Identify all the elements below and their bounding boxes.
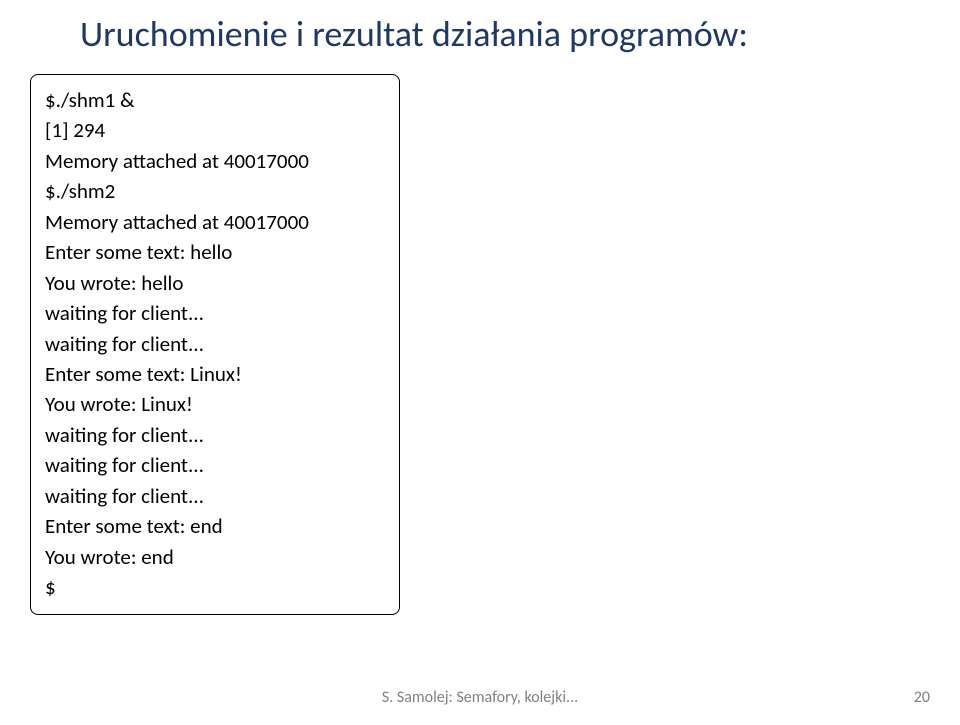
terminal-line: Memory attached at 40017000 (45, 207, 385, 237)
terminal-line: waiting for client... (45, 298, 385, 328)
terminal-line: Enter some text: end (45, 511, 385, 541)
terminal-line: Enter some text: Linux! (45, 359, 385, 389)
slide: Uruchomienie i rezultat działania progra… (0, 0, 960, 725)
terminal-line: $./shm2 (45, 176, 385, 206)
terminal-line: You wrote: hello (45, 268, 385, 298)
footer-text: S. Samolej: Semafory, kolejki... (0, 688, 960, 707)
terminal-line: Enter some text: hello (45, 237, 385, 267)
terminal-line: You wrote: end (45, 542, 385, 572)
terminal-line: [1] 294 (45, 115, 385, 145)
terminal-line: waiting for client... (45, 420, 385, 450)
terminal-line: Memory attached at 40017000 (45, 146, 385, 176)
page-number: 20 (914, 688, 930, 707)
terminal-line: waiting for client... (45, 450, 385, 480)
terminal-output-box: $./shm1 & [1] 294 Memory attached at 400… (30, 74, 400, 615)
terminal-line: $./shm1 & (45, 85, 385, 115)
terminal-line: You wrote: Linux! (45, 389, 385, 419)
terminal-line: $ (45, 572, 385, 602)
terminal-line: waiting for client... (45, 481, 385, 511)
slide-footer: S. Samolej: Semafory, kolejki... 20 (0, 688, 960, 707)
terminal-line: waiting for client... (45, 329, 385, 359)
slide-title: Uruchomienie i rezultat działania progra… (80, 12, 920, 56)
